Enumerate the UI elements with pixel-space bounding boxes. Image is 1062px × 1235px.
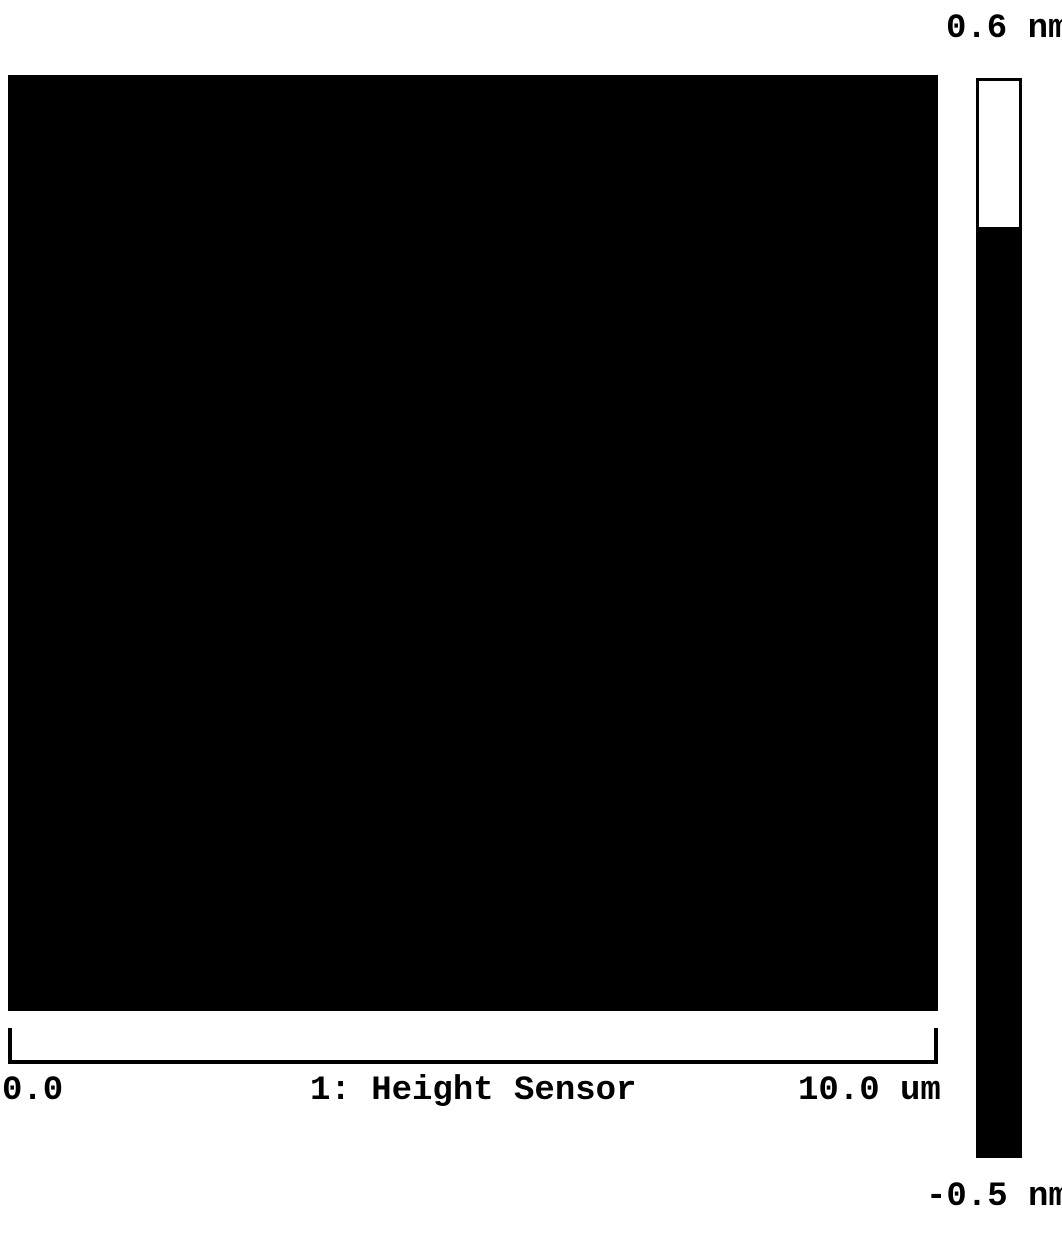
colorbar-bottom-segment: [979, 227, 1019, 1155]
colorbar-top-segment: [979, 81, 1019, 227]
x-axis-bracket: [8, 1028, 938, 1064]
colorbar: [976, 78, 1022, 1158]
x-axis-min-label: 0.0: [2, 1072, 63, 1110]
x-axis-max-label: 10.0 um: [798, 1072, 941, 1110]
colorbar-min-label: -0.5 nm: [926, 1178, 1062, 1216]
x-axis-name-label: 1: Height Sensor: [310, 1072, 636, 1110]
main-image: [8, 75, 938, 1011]
afm-figure: 0.0 1: Height Sensor 10.0 um 0.6 nm -0.5…: [0, 0, 1062, 1235]
colorbar-max-label: 0.6 nm: [946, 10, 1062, 48]
